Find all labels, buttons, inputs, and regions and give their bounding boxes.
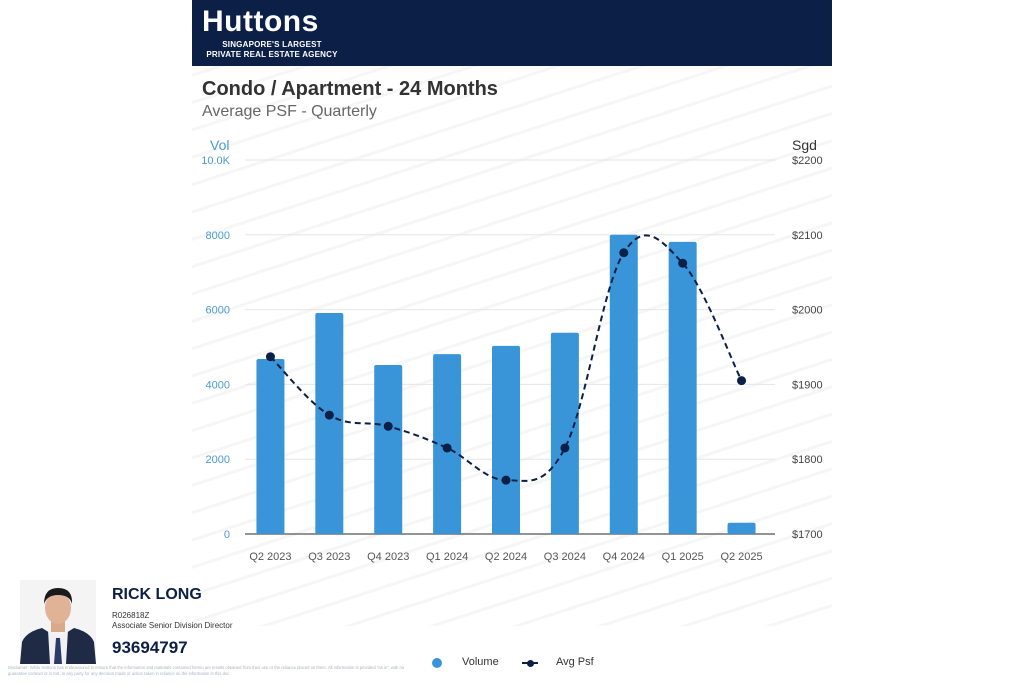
right-axis-tick-label: $1900 bbox=[792, 379, 823, 391]
right-axis-tick-label: $2000 bbox=[792, 305, 823, 317]
chart-subtitle: Average PSF - Quarterly bbox=[202, 103, 377, 120]
x-axis-tick-label: Q2 2023 bbox=[249, 551, 291, 563]
tagline-line-1: SINGAPORE'S LARGEST bbox=[222, 40, 322, 49]
legend-label: Avg Psf bbox=[556, 656, 594, 668]
left-axis-tick-label: 6000 bbox=[206, 305, 230, 317]
avg-psf-point bbox=[619, 248, 629, 258]
right-axis-tick-label: $2200 bbox=[792, 155, 823, 167]
disclaimer: Disclaimer: While Huttons has endeavoure… bbox=[8, 665, 405, 676]
agent-role: Associate Senior Division Director bbox=[112, 621, 233, 630]
x-axis-tick-label: Q4 2023 bbox=[367, 551, 409, 563]
left-axis-tick-label: 2000 bbox=[206, 454, 230, 466]
bar-volume bbox=[256, 358, 285, 534]
x-axis-tick-label: Q2 2025 bbox=[720, 551, 762, 563]
avg-psf-point bbox=[324, 410, 334, 420]
brand-tagline: SINGAPORE'S LARGEST PRIVATE REAL ESTATE … bbox=[202, 40, 342, 60]
legend-label: Volume bbox=[462, 656, 499, 668]
avg-psf-point bbox=[501, 475, 511, 485]
agent-name: RICK LONG bbox=[112, 586, 202, 603]
left-axis-tick-label: 0 bbox=[224, 529, 230, 541]
avg-psf-point bbox=[383, 421, 393, 431]
left-axis-title: Vol bbox=[210, 137, 230, 153]
tagline-line-2: PRIVATE REAL ESTATE AGENCY bbox=[206, 50, 338, 59]
avg-psf-point bbox=[560, 443, 570, 453]
chart-legend: Volume Avg Psf bbox=[432, 655, 632, 671]
x-axis-tick-label: Q3 2023 bbox=[308, 551, 350, 563]
chart-canvas: 0 2000 4000 6000 8000 10.0K $1700 $1800 $1900 $20… bbox=[201, 155, 822, 563]
legend-dot-icon bbox=[432, 658, 442, 668]
left-axis-tick-label: 8000 bbox=[206, 230, 230, 242]
label-layer: 0 2000 4000 6000 8000 10.0K $1700 $1800 $1900 $20… bbox=[201, 155, 822, 563]
legend-marker-icon bbox=[526, 659, 534, 667]
right-axis-tick-label: $1800 bbox=[792, 454, 823, 466]
bar-volume bbox=[492, 345, 520, 534]
agent-photo bbox=[20, 580, 96, 664]
left-axis-tick-label: 10.0K bbox=[201, 155, 230, 167]
legend-item-avg-psf[interactable]: Avg Psf bbox=[522, 655, 622, 671]
agent-phone[interactable]: 93694797 bbox=[112, 638, 188, 657]
agent-registration: R026818Z bbox=[112, 611, 150, 620]
brand-logo: Huttons bbox=[202, 5, 319, 38]
brand-header: Huttons SINGAPORE'S LARGEST PRIVATE REAL… bbox=[192, 0, 832, 66]
bar-layer bbox=[256, 234, 756, 535]
bar-volume bbox=[609, 234, 638, 535]
avg-psf-point bbox=[678, 258, 688, 268]
x-axis-tick-label: Q4 2024 bbox=[603, 551, 645, 563]
bar-volume bbox=[550, 332, 579, 534]
avg-psf-line bbox=[269, 234, 743, 482]
x-axis-tick-label: Q1 2024 bbox=[426, 551, 468, 563]
left-axis-tick-label: 4000 bbox=[206, 379, 230, 391]
avg-psf-point bbox=[265, 352, 275, 362]
x-axis-tick-label: Q2 2024 bbox=[485, 551, 527, 563]
avg-psf-point bbox=[737, 376, 747, 386]
chart-title: Condo / Apartment - 24 Months bbox=[202, 78, 498, 100]
legend-item-volume[interactable]: Volume bbox=[432, 655, 512, 671]
line-layer bbox=[265, 234, 747, 485]
bar-volume bbox=[727, 522, 756, 534]
right-axis-title: Sgd bbox=[792, 137, 817, 153]
bar-volume bbox=[374, 364, 403, 534]
avg-psf-point bbox=[442, 443, 452, 453]
right-axis-tick-label: $2100 bbox=[792, 230, 823, 242]
bar-volume bbox=[315, 312, 344, 534]
x-axis-tick-label: Q1 2025 bbox=[662, 551, 704, 563]
right-axis-tick-label: $1700 bbox=[792, 529, 823, 541]
x-axis-tick-label: Q3 2024 bbox=[544, 551, 586, 563]
bar-volume bbox=[668, 241, 697, 534]
